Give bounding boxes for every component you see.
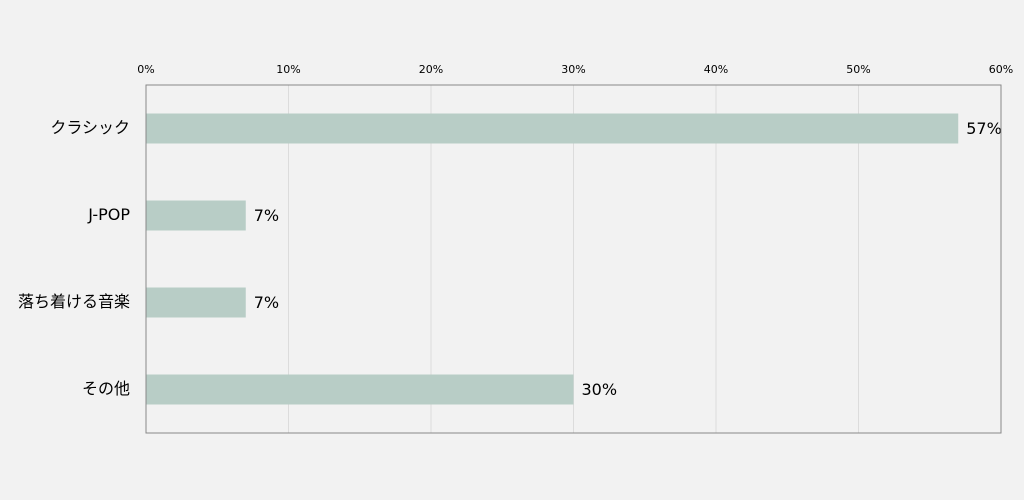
category-label: クラシック (50, 118, 130, 137)
x-tick-label: 10% (276, 63, 300, 76)
bar (146, 287, 246, 318)
bar (146, 374, 574, 405)
x-tick-label: 60% (989, 63, 1013, 76)
value-label: 7% (254, 206, 279, 225)
category-label: その他 (82, 379, 130, 398)
x-tick-label: 0% (137, 63, 154, 76)
value-label: 30% (582, 380, 618, 399)
value-label: 7% (254, 293, 279, 312)
plot-frame (145, 84, 1002, 434)
category-label: 落ち着ける音楽 (18, 292, 130, 311)
category-label: J-POP (87, 205, 130, 224)
x-tick-label: 20% (419, 63, 443, 76)
bar (146, 113, 959, 144)
value-label: 57% (966, 119, 1002, 138)
bar (146, 200, 246, 231)
x-tick-label: 50% (846, 63, 870, 76)
x-tick-label: 40% (704, 63, 728, 76)
x-tick-label: 30% (561, 63, 585, 76)
